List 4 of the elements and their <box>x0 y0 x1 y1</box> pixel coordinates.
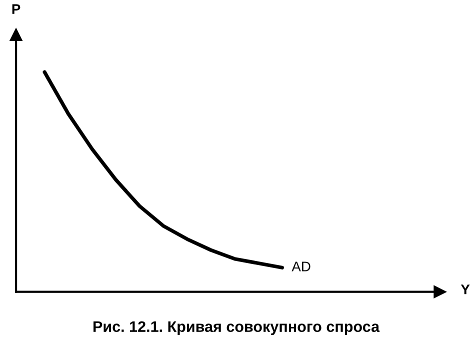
x-axis-title: Y <box>460 284 470 294</box>
y-axis-title: P <box>12 4 20 14</box>
text: Рис. 12.1. Кривая совокупного спроса <box>94 321 380 336</box>
series-label: AD <box>292 262 310 272</box>
